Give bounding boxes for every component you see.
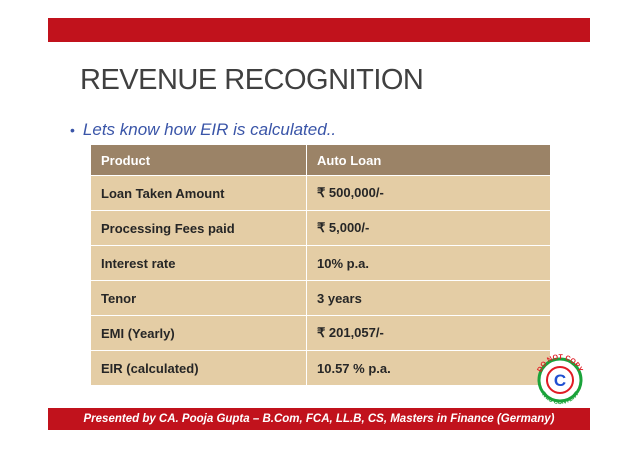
table-header-cell: Product (90, 144, 307, 176)
bullet-text: Lets know how EIR is calculated.. (82, 120, 337, 139)
bullet-point: • Lets know how EIR is calculated.. (70, 120, 336, 140)
table-row: Loan Taken Amount ₹ 500,000/- (90, 175, 551, 211)
table-row: Tenor 3 years (90, 280, 551, 316)
table-row: Interest rate 10% p.a. (90, 245, 551, 281)
table-header-row: Product Auto Loan (90, 144, 551, 176)
table-cell-label: Loan Taken Amount (90, 175, 307, 211)
table-row: EMI (Yearly) ₹ 201,057/- (90, 315, 551, 351)
table-cell-value: 10.57 % p.a. (306, 350, 551, 386)
table-cell-label: Tenor (90, 280, 307, 316)
table-cell-label: EMI (Yearly) (90, 315, 307, 351)
bullet-icon: • (70, 122, 75, 138)
copyright-stamp-icon: C DO NOT COPY THIS CONTENT (536, 354, 583, 406)
table-cell-value: ₹ 5,000/- (306, 210, 551, 246)
loan-table: Product Auto Loan Loan Taken Amount ₹ 50… (90, 144, 551, 386)
table-cell-value: ₹ 500,000/- (306, 175, 551, 211)
table-cell-value: ₹ 201,057/- (306, 315, 551, 351)
table-cell-label: EIR (calculated) (90, 350, 307, 386)
stamp-letter: C (554, 371, 566, 390)
top-accent-bar (48, 18, 590, 42)
table-row: EIR (calculated) 10.57 % p.a. (90, 350, 551, 386)
table-cell-value: 3 years (306, 280, 551, 316)
table-cell-label: Processing Fees paid (90, 210, 307, 246)
table-header-cell: Auto Loan (306, 144, 551, 176)
table-cell-value: 10% p.a. (306, 245, 551, 281)
slide-title: REVENUE RECOGNITION (80, 64, 424, 96)
table-cell-label: Interest rate (90, 245, 307, 281)
table-row: Processing Fees paid ₹ 5,000/- (90, 210, 551, 246)
presenter-footer: Presented by CA. Pooja Gupta – B.Com, FC… (48, 408, 590, 430)
